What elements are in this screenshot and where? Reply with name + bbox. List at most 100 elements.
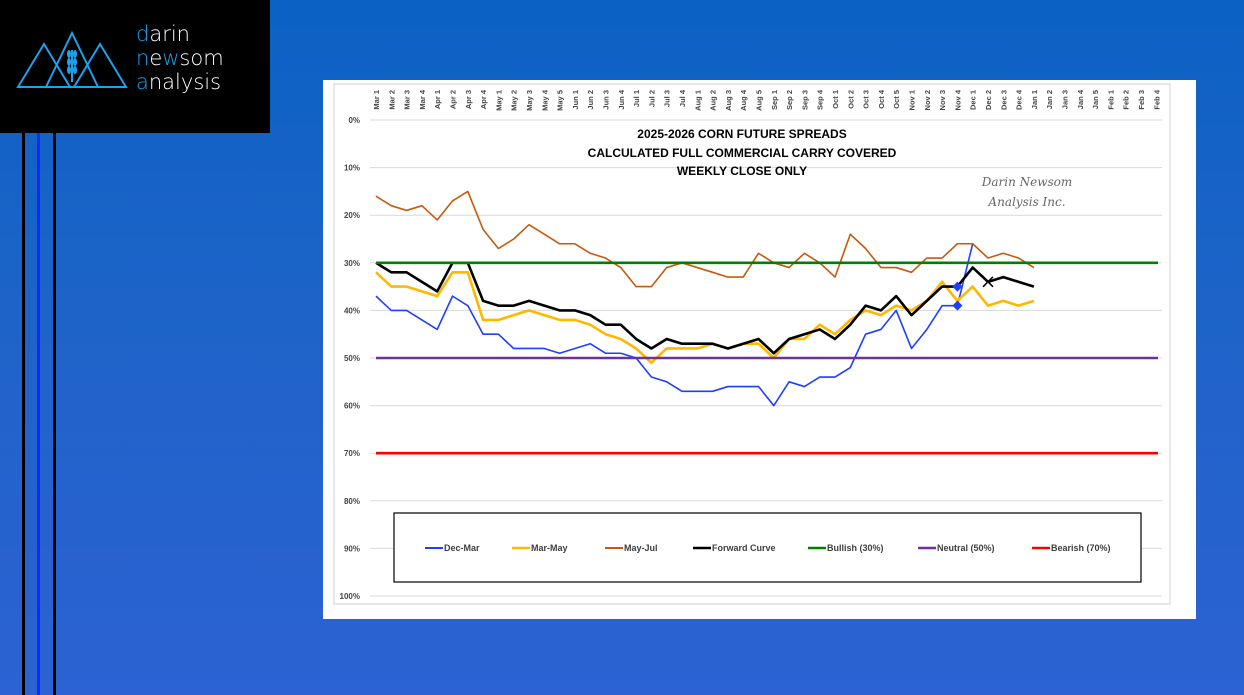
logo-som: som — [179, 46, 224, 70]
logo-d: d — [136, 22, 150, 46]
x-tick-label: Jul 1 — [632, 90, 641, 107]
x-tick-label: Dec 4 — [1015, 89, 1024, 110]
chart-panel: Mar 1 Mar 2 Mar 3 Mar 4 Apr 1 Apr 2 Apr 3 Apr 4… — [323, 80, 1196, 619]
x-tick-label: Oct 2 — [846, 90, 855, 109]
chart-title-3: WEEKLY CLOSE ONLY — [677, 164, 807, 178]
x-tick-label: May 5 — [556, 90, 565, 111]
legend-item: May-Jul — [605, 543, 658, 553]
y-tick-label: 10% — [344, 164, 360, 173]
watermark-2: Analysis Inc. — [987, 195, 1065, 209]
chart-title-2: CALCULATED FULL COMMERCIAL CARRY COVERED — [588, 146, 897, 160]
legend-label: Bullish (30%) — [827, 543, 884, 553]
series-line-dec-mar — [375, 243, 974, 407]
x-tick-label: Jan 1 — [1030, 90, 1039, 109]
legend-item: Forward Curve — [693, 543, 776, 553]
x-tick-label: Mar 1 — [372, 90, 381, 110]
x-marker-stroke — [982, 276, 994, 288]
x-tick-label: Dec 3 — [999, 90, 1008, 110]
legend-item: Bullish (30%) — [808, 543, 884, 553]
x-tick-label: Sep 4 — [816, 89, 825, 110]
logo-arin: arin — [149, 22, 190, 46]
x-tick-label: Jan 3 — [1061, 90, 1070, 109]
x-tick-label: Feb 2 — [1122, 90, 1131, 110]
x-tick-label: Jul 4 — [678, 89, 687, 107]
y-tick-label: 20% — [344, 211, 360, 220]
y-tick-label: 70% — [344, 449, 360, 458]
logo-n: n — [136, 46, 150, 70]
x-tick-label: Jun 3 — [602, 90, 611, 110]
x-tick-label: Nov 4 — [953, 89, 962, 110]
series-line-forward-curve — [375, 261, 1035, 355]
x-tick-label: Mar 4 — [418, 89, 427, 109]
x-tick-label: Apr 4 — [479, 89, 488, 109]
x-tick-label: Oct 3 — [862, 90, 871, 109]
x-tick-label: Apr 3 — [464, 90, 473, 109]
y-tick-label: 90% — [344, 544, 360, 553]
decor-line-black-2 — [53, 133, 56, 695]
x-tick-label: Jun 4 — [617, 89, 626, 109]
y-tick-label: 0% — [348, 116, 360, 125]
logo-nalysis: nalysis — [148, 70, 222, 94]
y-tick-label: 40% — [344, 306, 360, 315]
x-tick-label: Aug 3 — [724, 90, 733, 111]
logo-a: a — [136, 70, 149, 94]
diamond-marker — [952, 300, 963, 311]
mountain-wheat-logo-icon — [16, 30, 128, 88]
y-tick-label: 60% — [344, 402, 360, 411]
legend-label: Neutral (50%) — [937, 543, 995, 553]
spread-chart: Mar 1 Mar 2 Mar 3 Mar 4 Apr 1 Apr 2 Apr 3 Apr 4… — [333, 83, 1171, 605]
x-tick-label: Jan 5 — [1091, 90, 1100, 109]
x-tick-label: Mar 3 — [403, 90, 412, 110]
x-tick-label: Sep 1 — [770, 90, 779, 110]
x-tick-label: Nov 2 — [923, 90, 932, 110]
legend-label: Dec-Mar — [444, 543, 480, 553]
x-tick-label: Nov 3 — [938, 90, 947, 110]
x-tick-label: Dec 2 — [984, 90, 993, 110]
decor-line-black-1 — [22, 133, 25, 695]
x-tick-label: Jan 4 — [1076, 89, 1085, 109]
legend-item: Bearish (70%) — [1032, 543, 1111, 553]
x-tick-label: Aug 4 — [739, 89, 748, 111]
legend-item: Neutral (50%) — [918, 543, 995, 553]
x-tick-label: Oct 4 — [877, 89, 886, 109]
x-tick-label: May 3 — [525, 90, 534, 111]
chart-title-1: 2025-2026 CORN FUTURE SPREADS — [637, 127, 846, 141]
legend-label: Forward Curve — [712, 543, 776, 553]
logo: darin newsom analysis — [0, 0, 270, 133]
legend-item: Dec-Mar — [425, 543, 480, 553]
x-tick-label: Jul 3 — [663, 90, 672, 107]
x-tick-label: Apr 1 — [433, 90, 442, 109]
x-marker — [982, 276, 994, 288]
y-tick-label: 100% — [340, 592, 360, 601]
x-tick-label: Feb 1 — [1106, 90, 1115, 110]
x-tick-label: Sep 3 — [800, 90, 809, 110]
x-tick-label: Feb 3 — [1137, 90, 1146, 110]
y-tick-label: 80% — [344, 497, 360, 506]
decor-line-blue — [37, 133, 40, 695]
x-tick-label: May 1 — [494, 90, 503, 111]
logo-e: e — [149, 46, 163, 70]
x-tick-label: Jun 1 — [571, 90, 580, 110]
x-tick-label: Jul 2 — [647, 90, 656, 107]
x-tick-label: Sep 2 — [785, 90, 794, 110]
x-tick-label: Aug 1 — [693, 90, 702, 111]
diamond-marker — [952, 281, 963, 292]
x-tick-label: Feb 4 — [1152, 89, 1161, 109]
y-tick-label: 30% — [344, 259, 360, 268]
x-tick-label: Aug 2 — [709, 90, 718, 111]
x-tick-label: Jan 2 — [1045, 90, 1054, 109]
x-tick-label: Aug 5 — [755, 90, 764, 111]
x-tick-label: Oct 5 — [892, 90, 901, 109]
x-tick-label: Dec 1 — [969, 90, 978, 110]
series-line-may-jul — [375, 190, 1035, 288]
x-tick-label: May 4 — [540, 89, 549, 111]
legend-item: Mar-May — [512, 543, 568, 553]
x-tick-label: Oct 1 — [831, 90, 840, 109]
y-tick-label: 50% — [344, 354, 360, 363]
logo-w: w — [162, 46, 180, 70]
x-tick-label: May 2 — [510, 90, 519, 111]
watermark-1: Darin Newsom — [981, 175, 1073, 189]
logo-text: darin newsom analysis — [136, 22, 224, 94]
legend-label: Mar-May — [531, 543, 568, 553]
x-tick-label: Mar 2 — [387, 90, 396, 110]
